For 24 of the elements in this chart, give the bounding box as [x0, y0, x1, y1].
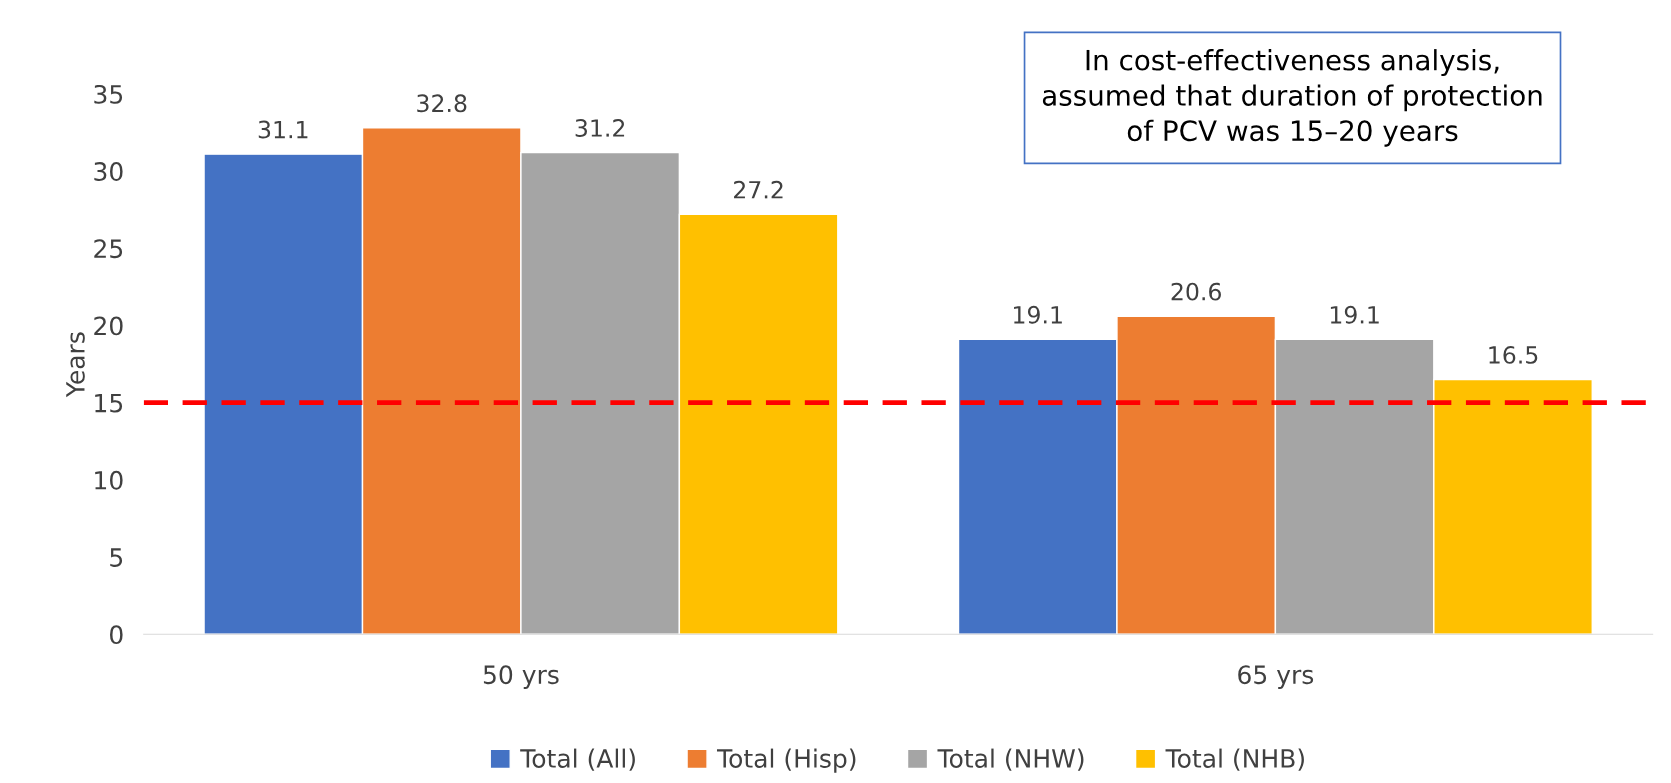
- data-label: 19.1: [1330, 305, 1379, 324]
- y-tick-label: 0: [110, 625, 123, 645]
- legend-label: Total (All): [520, 748, 635, 771]
- data-label: 20.6: [1171, 282, 1221, 301]
- legend-label: Total (Hisp): [716, 748, 856, 773]
- y-tick-label: 20: [94, 316, 123, 336]
- x-tick-label: 65 yrs: [1238, 665, 1314, 689]
- y-tick-label: 5: [110, 548, 123, 567]
- y-tick-label: 35: [94, 84, 123, 104]
- y-tick-label: 15: [95, 393, 123, 413]
- legend-label: Total (NHW): [937, 748, 1084, 771]
- data-label: 27.2: [734, 180, 783, 199]
- y-tick-label: 25: [94, 239, 123, 259]
- y-tick-label: 10: [95, 470, 123, 490]
- data-label: 31.2: [575, 119, 625, 137]
- data-label: 32.8: [417, 94, 467, 113]
- legend-label: Total (NHB): [1165, 748, 1304, 771]
- data-label: 16.5: [1489, 345, 1538, 364]
- y-axis-title: Years: [66, 332, 85, 398]
- y-tick-label: 30: [94, 162, 123, 181]
- data-label: 19.1: [1014, 305, 1062, 324]
- annotation: In cost-effectiveness analysis, assumed that duration of protection of PCV was 15–20 years: [1042, 49, 1542, 147]
- data-label: 31.1: [258, 120, 308, 139]
- x-tick-label: 50 yrs: [483, 665, 559, 689]
